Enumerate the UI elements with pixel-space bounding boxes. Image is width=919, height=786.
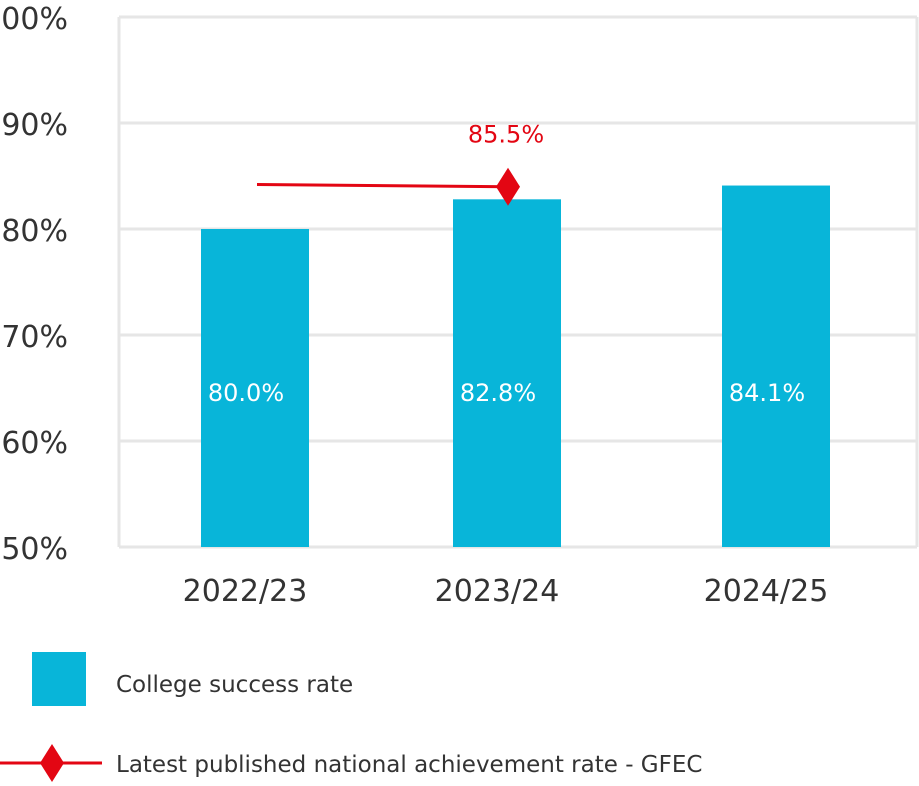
y-tick-label: 60% <box>1 426 68 461</box>
y-tick-label: 80% <box>1 214 68 249</box>
y-tick-label: 90% <box>1 108 68 143</box>
diamond-marker <box>496 167 520 206</box>
legend-swatch-bar <box>32 652 86 706</box>
line-series <box>256 182 509 189</box>
bar <box>722 185 830 548</box>
x-tick-label: 2024/25 <box>704 574 829 609</box>
line-data-label: 85.5% <box>468 121 544 149</box>
bar <box>453 199 561 547</box>
legend-label: Latest published national achievement ra… <box>116 752 702 778</box>
y-tick-label: 50% <box>1 532 68 567</box>
x-tick-label: 2022/23 <box>183 574 308 609</box>
legend-diamond-marker <box>40 744 64 782</box>
legend-label: College success rate <box>116 672 353 698</box>
bar <box>201 229 309 547</box>
bar-data-label: 80.0% <box>208 379 284 407</box>
bar-data-label: 84.1% <box>729 379 805 407</box>
x-tick-label: 2023/24 <box>435 574 560 609</box>
y-tick-label: 100% <box>0 2 68 37</box>
bar-data-label: 82.8% <box>460 379 536 407</box>
y-tick-label: 70% <box>1 320 68 355</box>
